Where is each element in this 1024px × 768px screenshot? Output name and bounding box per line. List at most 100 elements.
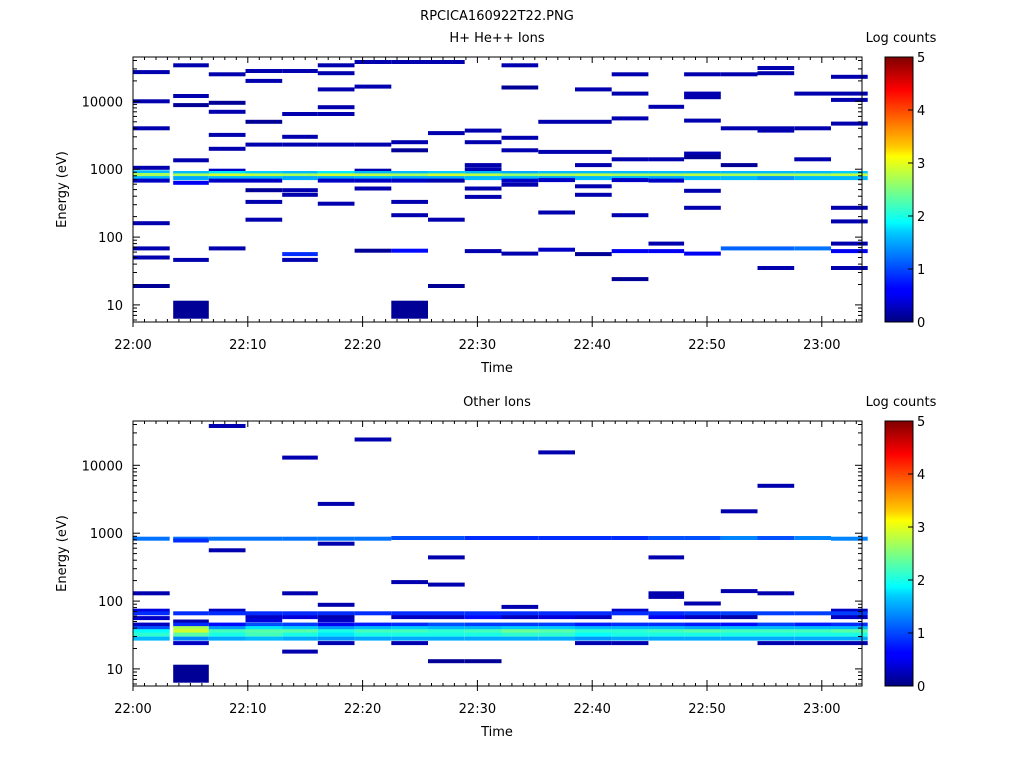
- heatmap-cell: [611, 626, 649, 631]
- heatmap-cell: [391, 140, 428, 145]
- heatmap-cell: [464, 636, 502, 641]
- heatmap-cell: [245, 78, 283, 83]
- heatmap-cell: [720, 176, 758, 181]
- heatmap-cell: [354, 60, 392, 64]
- x-axis: 22:00 22:10 22:20 22:30 22:40 22:50 23:00: [114, 421, 857, 717]
- heatmap-cell: [757, 66, 795, 70]
- heatmap-cell: [391, 199, 428, 204]
- y-tick-label: 1000: [90, 163, 123, 178]
- heatmap-cell: [282, 636, 318, 641]
- heatmap-cell: [354, 622, 392, 627]
- heatmap-cell: [464, 622, 502, 627]
- heatmap-cell: [354, 171, 392, 175]
- heatmap-cell: [831, 173, 868, 178]
- heatmap-cell: [720, 622, 758, 627]
- heatmap-cell: [794, 641, 831, 646]
- heatmap-cell: [538, 622, 575, 627]
- colorbar-tick-label: 2: [917, 574, 925, 589]
- heatmap-cell: [611, 622, 649, 627]
- heatmap-cell: [684, 151, 721, 156]
- heatmap-cell: [391, 248, 428, 253]
- heatmap-cell: [317, 105, 355, 110]
- heatmap-cell: [538, 615, 575, 620]
- heatmap-cell: [282, 69, 318, 73]
- heatmap-cell: [428, 611, 465, 616]
- y-tick-label: 10: [106, 663, 123, 678]
- heatmap-cell: [245, 615, 283, 620]
- heatmap-cell: [317, 201, 355, 206]
- heatmap-cell: [611, 611, 649, 616]
- heatmap-cell: [831, 171, 868, 175]
- heatmap-cell: [317, 87, 355, 92]
- heatmap-cell: [575, 641, 612, 646]
- heatmap-cell: [575, 636, 612, 641]
- heatmap-cell: [501, 251, 539, 256]
- heatmap-cell: [354, 173, 392, 178]
- heatmap-cell: [354, 611, 392, 616]
- y-axis: 10 100 1000 10000: [82, 424, 862, 685]
- heatmap-cell: [575, 184, 612, 189]
- heatmap-cell: [133, 284, 170, 288]
- heatmap-cell: [317, 626, 355, 631]
- colorbar-tick-label: 0: [917, 680, 925, 695]
- heatmap-cell: [501, 626, 539, 631]
- x-tick-label: 22:40: [573, 702, 610, 717]
- heatmap-cell: [794, 632, 831, 637]
- heatmap-cell: [282, 632, 318, 637]
- heatmap-cell: [831, 266, 868, 270]
- heatmap-cell: [133, 608, 170, 613]
- x-tick-label: 22:20: [344, 338, 381, 353]
- y-tick-label: 10000: [82, 95, 123, 110]
- heatmap-cell: [538, 629, 575, 634]
- heatmap-cell: [282, 134, 318, 139]
- heatmap-cell: [794, 629, 831, 634]
- heatmap-cell: [428, 626, 465, 631]
- heatmap-cell: [464, 140, 502, 145]
- heatmap-cell: [133, 126, 170, 131]
- heatmap-cell: [501, 632, 539, 637]
- heatmap-cell: [133, 536, 170, 541]
- heatmap-cell: [501, 176, 539, 181]
- heatmap-cell: [720, 246, 758, 251]
- heatmap-cell: [317, 178, 355, 183]
- heatmap-cell: [133, 626, 170, 631]
- heatmap-cell: [794, 622, 831, 627]
- heatmap-cell: [720, 629, 758, 634]
- heatmap-cell: [391, 148, 428, 153]
- heatmap-cell: [428, 176, 465, 181]
- heatmap-cell: [354, 437, 392, 442]
- heatmap-cell: [794, 246, 831, 251]
- heatmap-cell: [282, 455, 318, 460]
- heatmap-cell: [794, 176, 831, 181]
- heatmap-cell: [282, 649, 318, 654]
- heatmap-cell: [208, 626, 246, 631]
- heatmap-cell: [282, 629, 318, 634]
- heatmap-cell: [648, 173, 685, 178]
- heatmap-cell: [133, 629, 170, 634]
- heatmap-cell: [317, 176, 355, 181]
- heatmap-cell: [428, 659, 465, 664]
- heatmap-cell: [208, 72, 246, 77]
- heatmap-cell: [648, 178, 685, 183]
- heatmap-cell: [245, 618, 283, 623]
- heatmap-cell: [684, 615, 721, 620]
- heatmap-cell: [464, 173, 502, 178]
- heatmap-cell: [173, 103, 209, 108]
- heatmap-cell: [794, 536, 831, 540]
- heatmap-cell: [317, 71, 355, 76]
- heatmap-cell: [208, 176, 246, 181]
- heatmap-cell: [428, 615, 465, 620]
- heatmap-cell: [611, 536, 649, 540]
- heatmap-cell: [720, 509, 758, 514]
- heatmap-cell: [133, 221, 170, 226]
- heatmap-cell: [173, 173, 209, 178]
- heatmap-cell: [720, 171, 758, 175]
- x-tick-label: 22:10: [229, 338, 266, 353]
- heatmap-cell: [757, 246, 795, 251]
- heatmap-cell: [173, 664, 209, 683]
- heatmap-cell: [133, 246, 170, 251]
- heatmap-cell: [648, 626, 685, 631]
- heatmap-cell: [831, 121, 868, 126]
- heatmap-cell: [317, 622, 355, 627]
- heatmap-cell: [282, 252, 318, 257]
